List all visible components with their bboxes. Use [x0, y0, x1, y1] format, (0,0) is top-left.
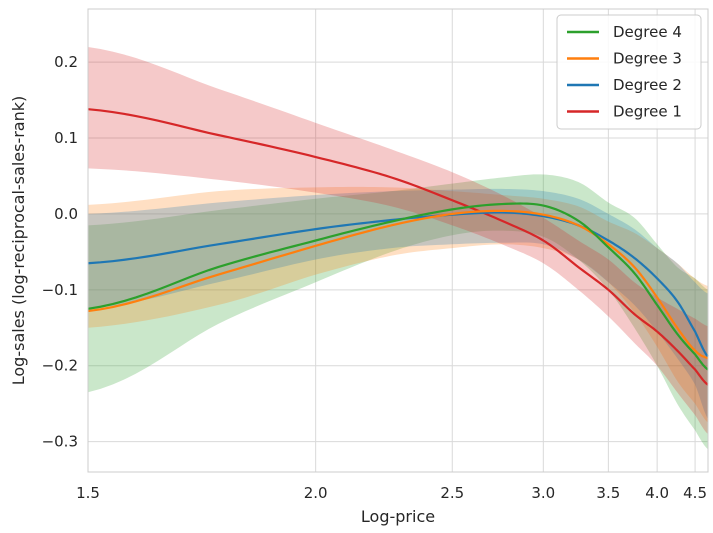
x-tick-label: 2.5	[440, 484, 464, 502]
y-tick-label: −0.3	[42, 433, 78, 451]
x-tick-label: 3.5	[596, 484, 620, 502]
legend-label: Degree 2	[613, 76, 682, 94]
x-tick-label: 2.0	[304, 484, 328, 502]
x-axis-label: Log-price	[361, 507, 435, 526]
y-tick-label: −0.1	[42, 281, 78, 299]
y-tick-label: −0.2	[42, 357, 78, 375]
y-tick-label: 0.2	[54, 53, 78, 71]
x-tick-label: 4.5	[683, 484, 707, 502]
x-tick-label: 3.0	[531, 484, 555, 502]
line-degree-1	[87, 108, 709, 386]
y-axis-label: Log-sales (log-reciprocal-sales-rank)	[9, 96, 28, 385]
y-tick-label: 0.0	[54, 205, 78, 223]
plot-frame	[87, 8, 709, 473]
legend-label: Degree 4	[613, 23, 682, 41]
band-degree-4	[88, 174, 708, 450]
x-tick-label: 1.5	[76, 484, 100, 502]
legend-label: Degree 1	[613, 103, 682, 121]
series-lines	[87, 108, 709, 386]
y-tick-labels: −0.3 −0.2 −0.1 0.0 0.1 0.2	[42, 53, 78, 451]
x-tick-labels: 1.5 2.0 2.5 3.0 3.5 4.0 4.5	[76, 484, 707, 502]
band-degree-1	[88, 46, 708, 435]
line-degree-3	[87, 209, 709, 360]
x-tick-label: 4.0	[645, 484, 669, 502]
y-tick-label: 0.1	[54, 129, 78, 147]
legend-box	[556, 14, 702, 130]
line-degree-4	[87, 202, 709, 371]
legend: Degree 4 Degree 3 Degree 2 Degree 1	[556, 14, 702, 130]
legend-label: Degree 3	[613, 50, 682, 68]
